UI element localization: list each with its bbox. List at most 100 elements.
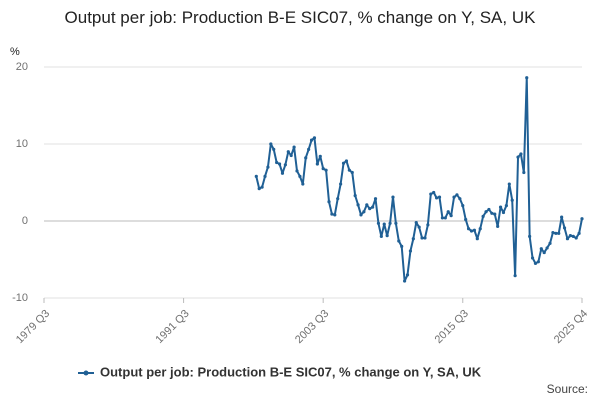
- data-point: [382, 222, 386, 226]
- data-point: [283, 163, 287, 167]
- data-point: [356, 203, 360, 207]
- data-point: [315, 162, 319, 166]
- data-point: [344, 159, 349, 163]
- data-point: [403, 279, 407, 283]
- data-point: [568, 234, 572, 238]
- x-tick-label: 2025 Q4: [552, 308, 590, 346]
- data-point: [266, 165, 270, 169]
- data-point: [373, 197, 378, 201]
- data-point: [350, 170, 354, 175]
- data-point: [437, 195, 442, 199]
- data-point: [362, 210, 366, 214]
- data-point: [301, 182, 305, 186]
- data-point: [257, 187, 261, 191]
- data-point: [400, 244, 404, 249]
- data-point: [464, 217, 468, 222]
- data-point: [260, 185, 264, 189]
- data-point: [542, 250, 546, 255]
- data-point: [263, 174, 267, 178]
- data-point: [493, 212, 497, 216]
- data-point: [295, 169, 299, 173]
- data-point: [580, 217, 584, 221]
- x-tick-label: 2015 Q3: [433, 308, 471, 346]
- x-tick-label: 2003 Q3: [293, 308, 331, 346]
- data-point: [434, 196, 439, 200]
- data-point: [371, 205, 375, 209]
- data-point: [478, 227, 482, 231]
- data-point: [496, 224, 500, 228]
- data-point: [545, 246, 549, 250]
- data-point: [321, 167, 325, 171]
- x-tick-label: 1991 Q3: [153, 308, 191, 346]
- data-point: [440, 216, 445, 220]
- data-point: [548, 241, 552, 245]
- data-point: [368, 207, 372, 211]
- data-point: [466, 227, 471, 231]
- legend-label: Output per job: Production B-E SIC07, % …: [100, 364, 482, 379]
- source: Source:: [547, 382, 588, 396]
- data-point: [507, 182, 511, 186]
- data-point: [292, 145, 296, 149]
- data-point: [574, 236, 578, 240]
- data-point: [490, 211, 494, 215]
- data-point: [577, 231, 581, 235]
- data-point: [455, 193, 459, 197]
- data-point: [501, 210, 506, 215]
- data-point: [475, 237, 479, 241]
- data-point: [519, 152, 523, 156]
- data-point: [469, 229, 474, 233]
- data-point: [379, 234, 383, 238]
- data-point: [446, 210, 450, 214]
- data-point: [289, 153, 293, 158]
- data-point: [525, 76, 529, 80]
- data-point: [522, 170, 526, 175]
- data-point: [461, 204, 465, 208]
- data-point: [397, 239, 401, 243]
- data-point: [432, 190, 436, 195]
- data-point: [562, 226, 567, 230]
- data-point: [318, 154, 322, 158]
- data-point: [420, 236, 424, 240]
- data-point: [498, 205, 503, 209]
- data-point: [336, 197, 340, 201]
- data-point: [528, 234, 532, 238]
- data-point: [304, 156, 308, 160]
- data-point: [391, 195, 395, 199]
- data-point: [560, 215, 564, 219]
- data-point: [426, 223, 430, 227]
- data-point: [298, 174, 302, 178]
- data-point: [504, 204, 508, 208]
- data-point: [411, 237, 415, 241]
- data-point: [365, 203, 369, 207]
- data-point: [324, 168, 328, 172]
- data-point: [449, 214, 453, 218]
- data-point: [484, 210, 488, 214]
- data-point: [327, 200, 331, 204]
- data-point: [339, 182, 343, 186]
- y-tick-label: 10: [16, 138, 28, 150]
- data-point: [269, 142, 273, 146]
- data-point: [275, 160, 279, 165]
- chart-title: Output per job: Production B-E SIC07, % …: [64, 8, 536, 27]
- data-point: [533, 261, 538, 265]
- data-point: [539, 247, 543, 251]
- data-point: [333, 213, 337, 217]
- y-tick-label: 20: [16, 61, 28, 73]
- data-point: [254, 174, 258, 178]
- data-point: [443, 216, 447, 220]
- data-point: [417, 225, 421, 229]
- data-point: [376, 221, 381, 225]
- data-point: [414, 220, 418, 225]
- data-point: [280, 171, 285, 175]
- data-point: [312, 136, 317, 140]
- y-tick-label: 0: [22, 215, 28, 227]
- data-point: [408, 249, 413, 253]
- data-point: [481, 214, 485, 218]
- legend-item: Output per job: Production B-E SIC07, % …: [78, 364, 482, 379]
- data-point: [341, 161, 346, 165]
- data-point: [530, 256, 535, 260]
- data-point: [554, 231, 558, 235]
- y-axis-label: %: [10, 46, 20, 58]
- data-point: [388, 221, 392, 225]
